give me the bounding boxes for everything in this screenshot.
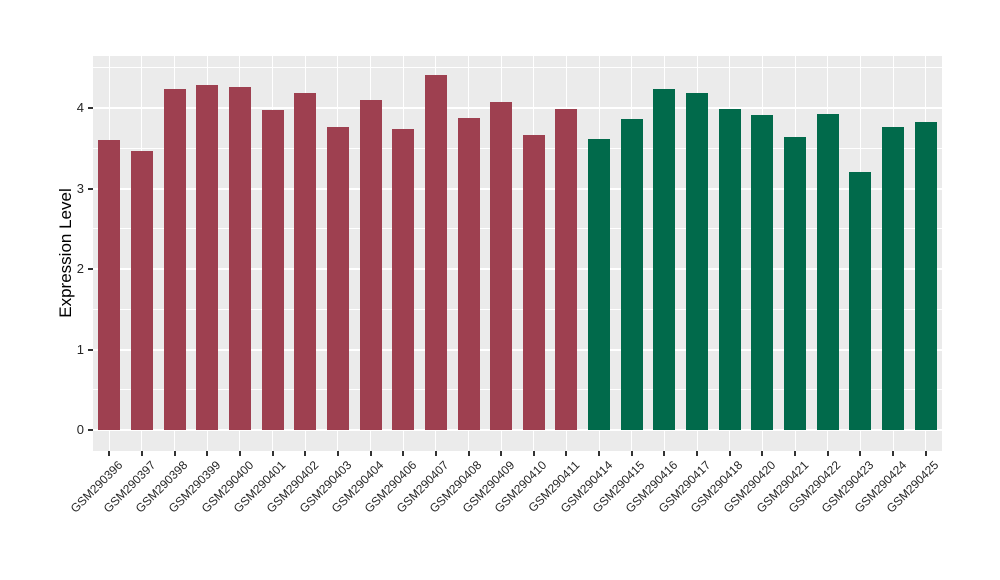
x-tick-mark [369,451,372,456]
y-tick-label: 3 [76,180,84,196]
x-tick-mark [434,451,437,456]
y-tick-label: 0 [76,422,84,437]
gridline-major [93,107,942,109]
bar-GSM290398 [163,89,186,430]
bar-GSM290400 [228,87,251,430]
x-tick-mark [794,451,797,456]
bar-GSM290397 [130,151,153,430]
bar-GSM290409 [490,101,513,430]
y-tick-mark [88,348,93,351]
bar-GSM290411 [555,108,578,430]
plot-panel [93,56,942,451]
x-tick-mark [663,451,666,456]
bar-GSM290404 [359,99,382,430]
x-tick-mark [402,451,405,456]
bar-GSM290417 [686,92,709,430]
x-tick-mark [108,451,111,456]
x-tick-mark [728,451,731,456]
gridline-minor [93,308,942,310]
x-tick-mark [826,451,829,456]
x-tick-mark [238,451,241,456]
bar-GSM290407 [424,74,447,430]
x-tick-mark [467,451,470,456]
x-tick-mark [304,451,307,456]
bar-GSM290406 [392,128,415,430]
y-tick-mark [88,187,93,190]
x-tick-mark [598,451,601,456]
gridline-major [93,348,942,351]
bar-GSM290420 [751,115,774,430]
bar-GSM290402 [294,92,317,430]
bar-GSM290414 [588,138,611,430]
x-tick-mark [140,451,143,456]
y-tick-mark [88,268,93,270]
y-tick-label: 2 [76,261,84,276]
bar-GSM290425 [914,122,937,430]
gridline-major [93,268,942,270]
y-tick-mark [88,107,93,109]
bar-GSM290424 [882,126,905,430]
bar-GSM290410 [522,135,545,430]
x-tick-mark [565,451,568,456]
bar-GSM290403 [326,127,349,430]
gridline-minor [93,228,942,230]
bar-GSM290396 [98,140,121,430]
bar-GSM290416 [653,88,676,430]
x-tick-mark [859,451,862,456]
x-tick-mark [173,451,176,456]
x-tick-mark [761,451,764,456]
gridline-major [93,429,942,431]
gridline-minor [93,67,942,69]
y-tick-mark [88,429,93,431]
x-tick-mark [696,451,699,456]
x-tick-mark [336,451,339,456]
x-tick-mark [206,451,209,456]
gridline-minor [93,389,942,391]
bar-GSM290408 [457,118,480,430]
x-tick-mark [532,451,535,456]
bar-GSM290401 [261,109,284,430]
bar-GSM290415 [620,119,643,430]
bar-GSM290422 [816,113,839,430]
x-tick-mark [500,451,503,456]
gridline-major [93,187,942,190]
bar-GSM290423 [849,171,872,430]
bar-GSM290418 [718,108,741,430]
x-tick-mark [630,451,633,456]
y-tick-label: 4 [76,100,84,115]
y-tick-label: 1 [76,341,84,357]
x-tick-mark [924,451,927,456]
x-tick-mark [892,451,895,456]
y-axis-title: Expression Level [56,188,75,318]
bar-GSM290399 [196,85,219,430]
gridline-minor [93,147,942,149]
bar-GSM290421 [784,136,807,430]
x-tick-mark [271,451,274,456]
